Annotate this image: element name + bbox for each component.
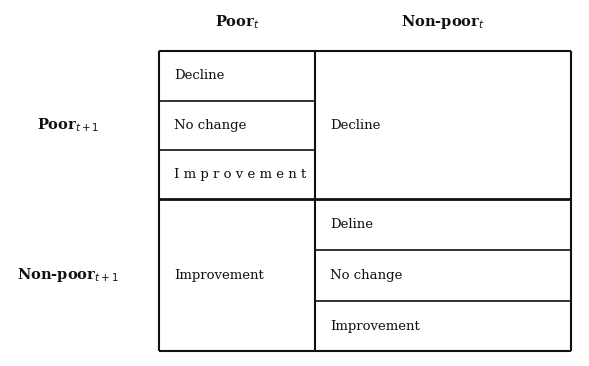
Text: Deline: Deline [330, 218, 373, 231]
Text: No change: No change [330, 269, 402, 282]
Text: Decline: Decline [174, 70, 224, 82]
Text: Non-poor$_{t+1}$: Non-poor$_{t+1}$ [17, 266, 118, 284]
Text: Decline: Decline [330, 119, 380, 132]
Text: Poor$_{t+1}$: Poor$_{t+1}$ [37, 116, 99, 134]
Text: No change: No change [174, 119, 246, 132]
Text: Improvement: Improvement [174, 269, 263, 282]
Text: I m p r o v e m e n t: I m p r o v e m e n t [174, 168, 306, 181]
Text: Improvement: Improvement [330, 320, 419, 333]
Text: Non-poor$_t$: Non-poor$_t$ [401, 13, 485, 31]
Text: Poor$_t$: Poor$_t$ [215, 13, 259, 31]
